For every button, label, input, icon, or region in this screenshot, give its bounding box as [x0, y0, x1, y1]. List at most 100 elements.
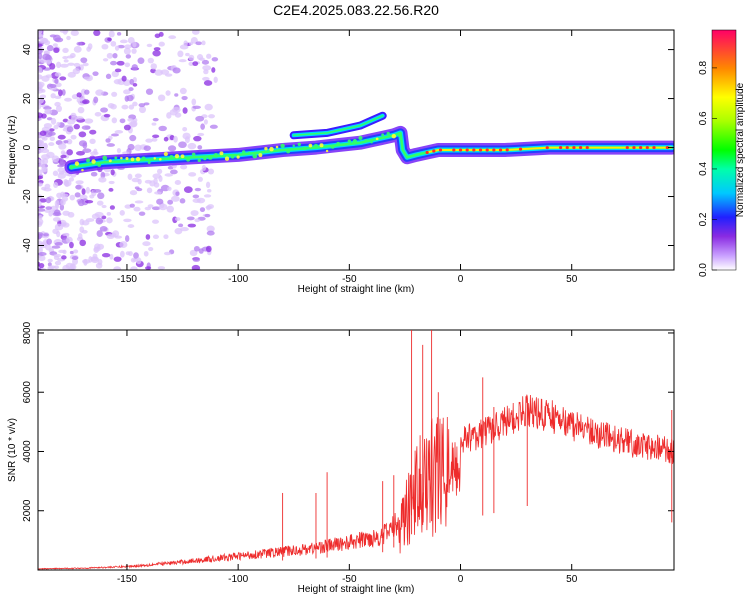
spectrogram-noise-blob [147, 57, 154, 64]
spectrogram-noise-blob [85, 186, 90, 194]
spectrogram-noise-blob [38, 32, 42, 38]
spectrogram-noise-blob [179, 87, 187, 95]
spectrogram-noise-blob [49, 83, 57, 89]
spectrogram-noise-blob [194, 218, 201, 223]
spectrogram-ridge-blob [358, 135, 363, 141]
spectrogram-noise-blob [202, 76, 210, 81]
spectrogram-noise-blob [154, 191, 162, 195]
spectrogram-noise-blob [52, 43, 58, 47]
spectrogram-noise-blob [80, 57, 88, 64]
spectrogram-noise-blob [76, 41, 83, 46]
spectrogram-noise-blob [90, 171, 98, 177]
spectrogram-noise-blob [122, 151, 130, 155]
spectrogram-noise-blob [206, 205, 211, 211]
spectrogram-noise-blob [97, 243, 105, 250]
spectrogram-noise-blob [61, 89, 66, 96]
spectrogram-noise-blob [137, 57, 145, 64]
spectrogram-noise-blob [81, 220, 90, 226]
spectrogram-noise-blob [69, 241, 74, 249]
spectrogram-noise-blob [43, 233, 49, 237]
spectrogram-noise-blob [59, 203, 65, 211]
spectrogram-noise-blob [172, 67, 181, 74]
spectrogram-noise-blob [69, 194, 76, 201]
spectrogram-noise-blob [153, 177, 158, 185]
spectrogram-ridge-blob [364, 139, 368, 142]
spectrogram-noise-blob [129, 203, 135, 208]
spectrogram-noise-blob [203, 80, 213, 86]
spectrogram-noise-blob [191, 98, 197, 106]
spectrogram-noise-blob [60, 154, 67, 159]
spectrogram-noise-blob [138, 103, 146, 108]
spectrogram-noise-blob [45, 74, 53, 78]
spectrogram-noise-blob [96, 230, 103, 237]
spectrogram-ridge-blob [236, 155, 240, 159]
spectrogram-noise-blob [53, 124, 59, 130]
spectrogram-peak-dot [505, 148, 509, 152]
spectrogram-noise-blob [187, 223, 197, 228]
spectrogram-noise-blob [113, 79, 122, 85]
spectrogram-noise-blob [190, 36, 198, 44]
spectrogram-peak-dot [518, 147, 523, 151]
colorbar-tick-label: 0.2 [698, 212, 709, 226]
spectrogram-noise-blob [175, 191, 180, 197]
spectrogram-noise-blob [108, 30, 115, 38]
spectrogram-noise-blob [142, 241, 151, 247]
spectrogram-peak-dot [438, 148, 443, 152]
spectrogram-noise-blob [73, 45, 82, 53]
spectrogram-ridge-blob [159, 158, 162, 161]
spectrogram-noise-blob [129, 134, 137, 142]
spectrogram-noise-blob [192, 194, 200, 199]
spectrogram-noise-blob [178, 59, 187, 63]
spectrogram-noise-blob [124, 44, 132, 49]
spectrogram-noise-blob [127, 224, 135, 228]
spectrogram-noise-blob [89, 129, 97, 135]
spectrogram-noise-blob [111, 133, 119, 137]
spectrogram-noise-blob [54, 78, 59, 84]
spectrogram-noise-blob [116, 60, 125, 66]
spectrogram-noise-blob [171, 195, 180, 202]
spectrogram-noise-blob [145, 138, 153, 143]
spectrogram-noise-blob [49, 63, 56, 70]
spectrogram-noise-blob [151, 206, 161, 211]
spectrogram-noise-blob [61, 255, 67, 260]
spectrogram-noise-blob [167, 186, 172, 191]
spectrogram-noise-blob [95, 262, 103, 269]
spectrogram-noise-blob [97, 192, 105, 200]
spectrogram-noise-blob [158, 125, 167, 132]
spectrogram-ridge-blob [347, 139, 351, 143]
spectrogram-noise-blob [38, 200, 42, 208]
spectrogram-noise-blob [151, 122, 157, 126]
spectrogram-peak-dot [498, 148, 503, 152]
spectrogram-noise-blob [73, 249, 79, 254]
spectrogram-noise-blob [201, 59, 210, 65]
spectrogram-noise-blob [157, 94, 166, 102]
spectrogram-noise-blob [70, 30, 79, 36]
spectrogram-noise-blob [107, 37, 112, 42]
spectrogram-noise [38, 30, 219, 270]
spectrogram-noise-blob [50, 117, 57, 125]
spectrogram-noise-blob [70, 112, 77, 118]
spectrogram-ridge-blob [397, 134, 401, 138]
y-tick-label: 2000 [22, 499, 33, 522]
spectrogram-ridge-blob [370, 140, 373, 144]
spectrogram-noise-blob [43, 187, 52, 192]
spectrogram-ridge-blob [86, 158, 90, 163]
spectrogram-noise-blob [131, 48, 137, 54]
spectrogram-noise-blob [146, 43, 153, 48]
spectrogram-peak-dot [632, 145, 636, 150]
spectrogram-noise-blob [51, 155, 60, 163]
spectrogram-noise-blob [145, 234, 151, 240]
spectrogram-ridge-blob [313, 143, 319, 149]
spectrogram-noise-blob [151, 137, 158, 142]
spectrogram-noise-blob [194, 187, 202, 192]
spectrogram-noise-blob [158, 41, 165, 47]
spectrogram-peak-dot [452, 148, 456, 152]
spectrogram-ridge-blob [241, 150, 246, 154]
spectrogram-noise-blob [62, 210, 71, 216]
spectrogram-ridge-blob [197, 158, 201, 163]
spectrogram-noise-blob [204, 213, 211, 218]
spectrogram-noise-blob [87, 43, 93, 50]
spectrogram-frame [37, 29, 675, 271]
spectrogram-noise-blob [93, 148, 98, 155]
